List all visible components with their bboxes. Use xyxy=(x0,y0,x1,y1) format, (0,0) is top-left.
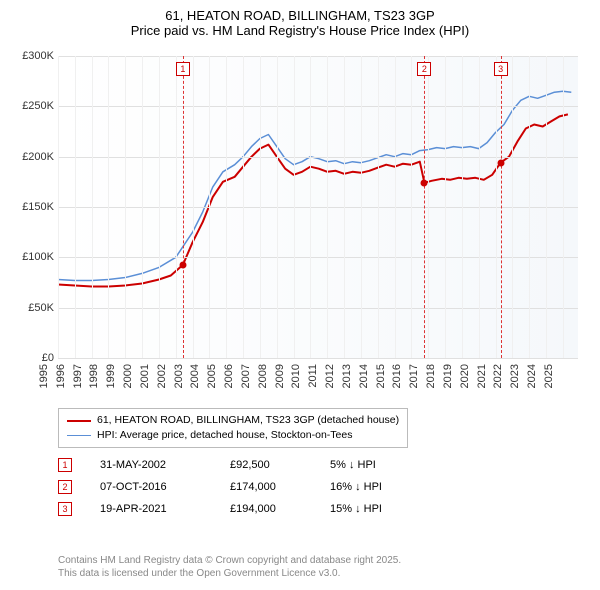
x-gridline xyxy=(142,56,143,358)
sales-table: 1 31-MAY-2002 £92,500 5% ↓ HPI 2 07-OCT-… xyxy=(58,454,420,520)
x-gridline xyxy=(512,56,513,358)
title-subtitle: Price paid vs. HM Land Registry's House … xyxy=(0,23,600,38)
sale-date: 07-OCT-2016 xyxy=(100,481,230,493)
sale-date: 31-MAY-2002 xyxy=(100,459,230,471)
x-gridline xyxy=(209,56,210,358)
y-tick-label: £150K xyxy=(6,201,54,213)
footer-line2: This data is licensed under the Open Gov… xyxy=(58,567,401,580)
y-tick-label: £100K xyxy=(6,251,54,263)
legend: 61, HEATON ROAD, BILLINGHAM, TS23 3GP (d… xyxy=(58,408,408,448)
y-tick-label: £250K xyxy=(6,100,54,112)
series-hpi xyxy=(58,91,571,280)
x-tick-label: 2025 xyxy=(543,364,583,388)
sale-price: £174,000 xyxy=(230,481,330,493)
x-gridline xyxy=(243,56,244,358)
sale-delta: 15% ↓ HPI xyxy=(330,503,420,515)
sale-marker-box: 3 xyxy=(494,62,508,76)
x-gridline xyxy=(125,56,126,358)
sale-delta: 5% ↓ HPI xyxy=(330,459,420,471)
x-gridline xyxy=(563,56,564,358)
sale-marker-line xyxy=(183,56,184,358)
plot-area: 1 2 3 xyxy=(58,56,578,358)
legend-swatch-price-paid xyxy=(67,420,91,422)
y-gridline xyxy=(58,358,578,359)
legend-swatch-hpi xyxy=(67,435,91,436)
sale-dot xyxy=(179,261,186,268)
y-tick-label: £200K xyxy=(6,151,54,163)
x-gridline xyxy=(479,56,480,358)
x-gridline xyxy=(344,56,345,358)
legend-row-hpi: HPI: Average price, detached house, Stoc… xyxy=(67,428,399,443)
x-gridline xyxy=(260,56,261,358)
x-gridline xyxy=(378,56,379,358)
sale-marker-1: 1 xyxy=(58,458,72,472)
x-gridline xyxy=(108,56,109,358)
sale-delta: 16% ↓ HPI xyxy=(330,481,420,493)
series-price-paid xyxy=(58,114,568,286)
y-tick-label: £0 xyxy=(6,352,54,364)
sale-price: £194,000 xyxy=(230,503,330,515)
x-gridline xyxy=(176,56,177,358)
x-gridline xyxy=(327,56,328,358)
sale-price: £92,500 xyxy=(230,459,330,471)
x-gridline xyxy=(159,56,160,358)
x-gridline xyxy=(395,56,396,358)
sale-marker-2: 2 xyxy=(58,480,72,494)
sale-marker-line xyxy=(501,56,502,358)
x-gridline xyxy=(193,56,194,358)
x-gridline xyxy=(361,56,362,358)
footer-line1: Contains HM Land Registry data © Crown c… xyxy=(58,554,401,567)
title-address: 61, HEATON ROAD, BILLINGHAM, TS23 3GP xyxy=(0,8,600,23)
x-gridline xyxy=(92,56,93,358)
x-gridline xyxy=(226,56,227,358)
chart: 123 £0£50K£100K£150K£200K£250K£300K19951… xyxy=(10,48,590,398)
x-gridline xyxy=(277,56,278,358)
legend-label-price-paid: 61, HEATON ROAD, BILLINGHAM, TS23 3GP (d… xyxy=(97,413,399,428)
table-row: 2 07-OCT-2016 £174,000 16% ↓ HPI xyxy=(58,476,420,498)
table-row: 1 31-MAY-2002 £92,500 5% ↓ HPI xyxy=(58,454,420,476)
x-gridline xyxy=(546,56,547,358)
x-gridline xyxy=(75,56,76,358)
x-gridline xyxy=(428,56,429,358)
title-block: 61, HEATON ROAD, BILLINGHAM, TS23 3GP Pr… xyxy=(0,0,600,42)
sale-dot xyxy=(497,159,504,166)
x-gridline xyxy=(310,56,311,358)
x-gridline xyxy=(411,56,412,358)
x-gridline xyxy=(462,56,463,358)
sale-marker-box: 1 xyxy=(176,62,190,76)
legend-label-hpi: HPI: Average price, detached house, Stoc… xyxy=(97,428,352,443)
y-tick-label: £50K xyxy=(6,302,54,314)
x-gridline xyxy=(294,56,295,358)
sale-marker-3: 3 xyxy=(58,502,72,516)
sale-dot xyxy=(421,179,428,186)
x-gridline xyxy=(529,56,530,358)
sale-date: 19-APR-2021 xyxy=(100,503,230,515)
legend-row-price-paid: 61, HEATON ROAD, BILLINGHAM, TS23 3GP (d… xyxy=(67,413,399,428)
x-gridline xyxy=(445,56,446,358)
footer: Contains HM Land Registry data © Crown c… xyxy=(58,554,401,580)
x-gridline xyxy=(58,56,59,358)
y-tick-label: £300K xyxy=(6,50,54,62)
x-gridline xyxy=(496,56,497,358)
table-row: 3 19-APR-2021 £194,000 15% ↓ HPI xyxy=(58,498,420,520)
sale-marker-box: 2 xyxy=(417,62,431,76)
sale-marker-line xyxy=(424,56,425,358)
